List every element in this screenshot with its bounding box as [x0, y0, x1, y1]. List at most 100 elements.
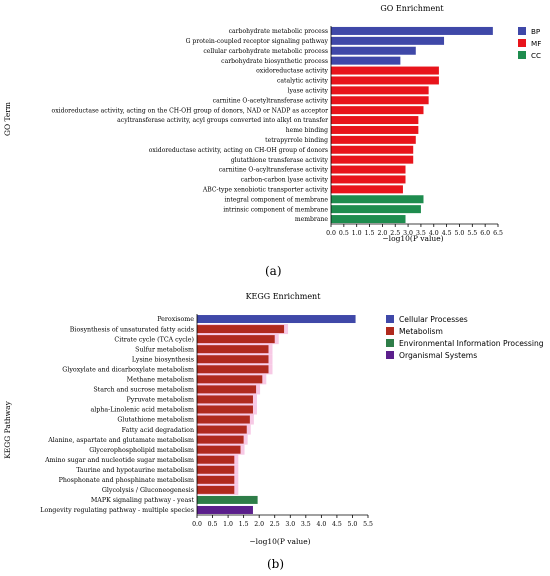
- figure-label-a: (a): [265, 264, 282, 278]
- kegg-category-label: Biosynthesis of unsaturated fatty acids: [70, 326, 194, 333]
- kegg-bar-starch-and-sucrose-metabolism: [197, 385, 257, 394]
- kegg-bar-citrate-cycle-tca-cycle: [197, 335, 275, 344]
- go-x-tick-label: 4.0: [429, 230, 439, 237]
- kegg-bar-mapk-signaling-pathway-yeast: [197, 495, 258, 504]
- kegg-bar-amino-sugar-and-nucleotide-sugar-metabol: [197, 455, 235, 464]
- go-bar-oxidoreductase-activity-acting-on-the-ch: [331, 106, 424, 115]
- go-category-label: oxidoreductase activity, acting on CH-OH…: [149, 147, 328, 154]
- go-category-label: carbohydrate biosynthetic process: [221, 58, 328, 65]
- go-bar-heme-binding: [331, 125, 419, 134]
- go-category-label: G protein-coupled receptor signaling pat…: [186, 38, 329, 45]
- kegg-category-label: Methane metabolism: [127, 377, 194, 384]
- go-bars-group: carbohydrate metabolic process G protein-…: [52, 26, 493, 223]
- kegg-bar-alpha-linolenic-acid-metabolism: [197, 405, 253, 414]
- kegg-category-label: Glutathione metabolism: [117, 417, 194, 424]
- kegg-legend-label: Environmental Information Processing: [399, 339, 544, 348]
- kegg-bars-group: Peroxisome Biosynthesis of unsaturated fa…: [40, 315, 356, 514]
- go-bar-glutathione-transferase-activity: [331, 155, 414, 164]
- kegg-x-tick-label: 2.0: [254, 521, 264, 528]
- go-x-tick-label: 1.5: [365, 230, 375, 237]
- kegg-legend-label: Cellular Processes: [399, 315, 468, 324]
- kegg-category-label: Fatty acid degradation: [122, 427, 194, 434]
- kegg-bar-peroxisome: [197, 315, 356, 324]
- go-x-tick-label: 3.0: [403, 230, 413, 237]
- kegg-category-label: alpha-Linolenic acid metabolism: [91, 407, 195, 414]
- kegg-legend-swatch: [386, 339, 394, 347]
- kegg-category-label: Pyruvate metabolism: [127, 397, 194, 404]
- kegg-bar-alanine-aspartate-and-glutamate-metaboli: [197, 435, 244, 444]
- go-category-label: glutathione transferase activity: [231, 157, 329, 164]
- go-chart-title: GO Enrichment: [380, 4, 444, 13]
- kegg-bar-longevity-regulating-pathway-multiple-sp: [197, 505, 253, 514]
- kegg-category-label: Starch and sucrose metabolism: [93, 387, 194, 394]
- go-x-tick-label: 6.0: [480, 230, 490, 237]
- kegg-x-tick-label: 3.0: [285, 521, 295, 528]
- go-x-tick-label: 5.0: [455, 230, 465, 237]
- kegg-category-label: MAPK signaling pathway - yeast: [91, 497, 195, 504]
- kegg-legend-swatch: [386, 351, 394, 359]
- kegg-x-tick-label: 5.0: [348, 521, 358, 528]
- go-x-tick-label: 5.5: [467, 230, 477, 237]
- go-bar-cellular-carbohydrate-metabolic-process: [331, 46, 416, 55]
- kegg-bar-taurine-and-hypotaurine-metabolism: [197, 465, 235, 474]
- go-category-label: tetrapyrrole binding: [265, 137, 328, 144]
- kegg-legend: Cellular Processes Metabolism Environmenta…: [386, 315, 544, 360]
- go-legend-swatch: [518, 27, 526, 35]
- kegg-bar-pyruvate-metabolism: [197, 395, 253, 404]
- kegg-bar-sulfur-metabolism: [197, 345, 269, 354]
- kegg-x-axis-label: −log10(P value): [249, 537, 310, 546]
- go-y-axis-label: GO Term: [3, 102, 12, 136]
- kegg-x-tick-label: 4.0: [316, 521, 326, 528]
- kegg-enrichment-chart: KEGG Enrichment KEGG Pathway Peroxisome B…: [3, 292, 544, 546]
- go-bar-carbon-carbon-lyase-activity: [331, 175, 406, 184]
- kegg-x-tick-label: 5.5: [363, 521, 373, 528]
- go-category-label: heme binding: [286, 127, 328, 134]
- kegg-bar-biosynthesis-of-unsaturated-fatty-acids: [197, 325, 285, 334]
- go-bar-acyltransferase-activity-acyl-groups-con: [331, 116, 419, 125]
- kegg-category-label: Amino sugar and nucleotide sugar metabol…: [44, 457, 194, 464]
- go-bar-carnitine-o-acyltransferase-activity: [331, 165, 406, 174]
- kegg-bar-fatty-acid-degradation: [197, 425, 247, 434]
- kegg-x-tick-label: 0.5: [208, 521, 218, 528]
- kegg-legend-label: Organismal Systems: [399, 351, 477, 360]
- go-bar-tetrapyrrole-binding: [331, 135, 416, 144]
- kegg-x-tick-label: 0.0: [192, 521, 202, 528]
- go-x-tick-label: 4.5: [442, 230, 452, 237]
- go-bar-abc-type-xenobiotic-transporter-activity: [331, 185, 403, 194]
- kegg-x-tick-label: 4.5: [332, 521, 342, 528]
- go-x-tick-label: 2.0: [377, 230, 387, 237]
- go-category-label: carbohydrate metabolic process: [229, 28, 328, 35]
- kegg-category-label: Glycolysis / Gluconeogenesis: [102, 487, 194, 494]
- go-bar-intrinsic-component-of-membrane: [331, 205, 421, 214]
- go-category-label: acyltransferase activity, acyl groups co…: [117, 117, 328, 124]
- go-category-label: catalytic activity: [277, 78, 329, 85]
- go-category-label: carbon-carbon lyase activity: [241, 177, 329, 184]
- go-bar-carbohydrate-biosynthetic-process: [331, 56, 401, 65]
- go-category-label: lyase activity: [288, 87, 329, 94]
- kegg-category-label: Citrate cycle (TCA cycle): [114, 336, 194, 343]
- kegg-category-label: Taurine and hypotaurine metabolism: [76, 467, 194, 474]
- kegg-category-label: Lysine biosynthesis: [132, 356, 194, 363]
- go-x-tick-label: 1.0: [352, 230, 362, 237]
- kegg-x-tick-label: 2.5: [270, 521, 280, 528]
- kegg-bar-phosphonate-and-phosphinate-metabolism: [197, 475, 235, 484]
- kegg-bar-methane-metabolism: [197, 375, 263, 384]
- go-legend: BP MF CC: [518, 27, 541, 60]
- go-bar-g-protein-coupled-receptor-signaling-pat: [331, 36, 445, 45]
- go-bar-integral-component-of-membrane: [331, 195, 424, 204]
- kegg-bar-glycolysis-gluconeogenesis: [197, 485, 235, 494]
- kegg-category-label: Glycerophospholipid metabolism: [89, 447, 194, 454]
- go-category-label: carnitine O-acetyltransferase activity: [213, 97, 329, 104]
- kegg-category-label: Peroxisome: [157, 316, 194, 323]
- go-category-label: membrane: [295, 216, 329, 223]
- go-x-axis: 0.0 0.5 1.0 1.5 2.0 2.5 3.0 3.5 4.0 4.5 5.0 5.5 6.0 6…: [326, 26, 503, 237]
- go-category-label: oxidoreductase activity, acting on the C…: [52, 107, 329, 114]
- kegg-x-axis: 0.0 0.5 1.0 1.5 2.0 2.5 3.0 3.5 4.0 4.5 5.0 5.5: [192, 314, 373, 528]
- go-legend-label: BP: [531, 27, 541, 36]
- kegg-bar-glutathione-metabolism: [197, 415, 250, 424]
- go-bar-lyase-activity: [331, 86, 429, 95]
- go-x-tick-label: 3.5: [416, 230, 426, 237]
- kegg-category-label: Alanine, aspartate and glutamate metabol…: [47, 437, 194, 444]
- go-x-tick-label: 2.5: [390, 230, 400, 237]
- go-category-label: intrinsic component of membrane: [223, 206, 328, 213]
